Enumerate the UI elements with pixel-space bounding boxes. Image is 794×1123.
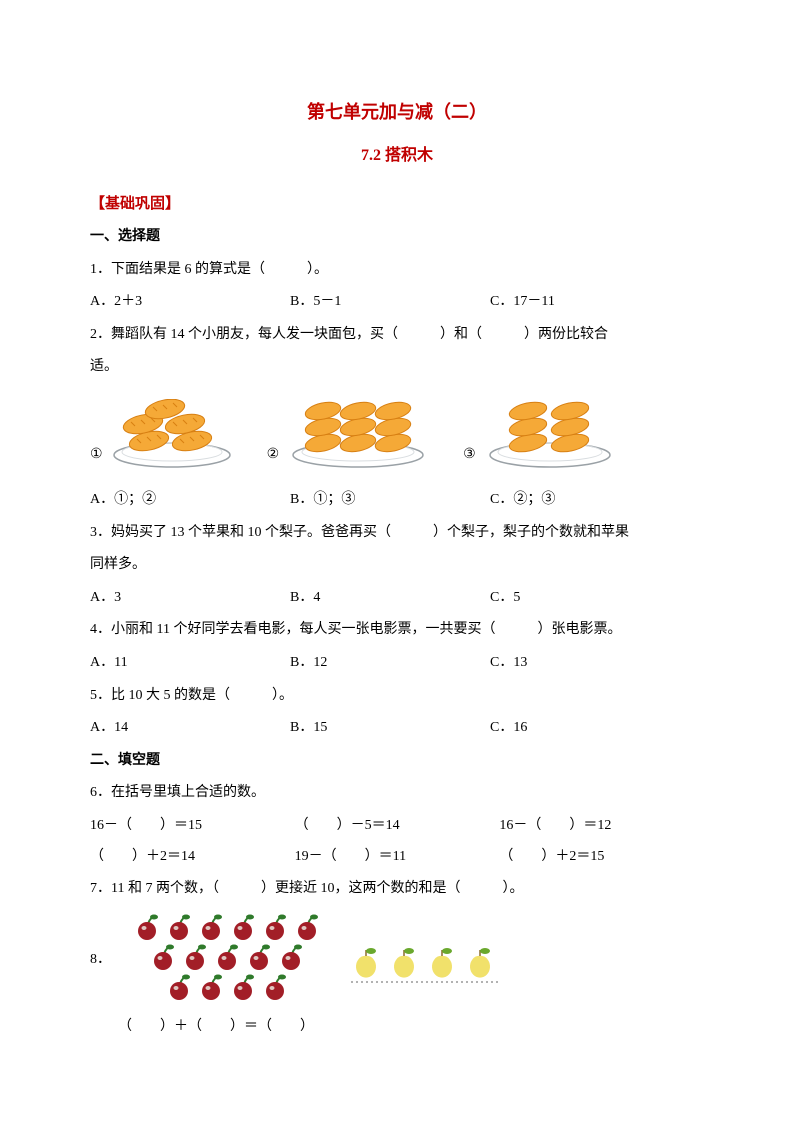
q2-choices: A．①；② B．①；③ C．②；③ — [90, 487, 704, 514]
q2-choice-b: B．①；③ — [290, 487, 490, 514]
q5-choice-c: C．16 — [490, 715, 690, 742]
q5-text: 5．比 10 大 5 的数是（ ）。 — [90, 683, 704, 710]
unit-title: 第七单元加与减（二） — [90, 95, 704, 129]
q3-text-line2: 同样多。 — [90, 552, 704, 579]
bread-options: ① — [90, 397, 704, 469]
q6-r2c3: （ ）＋2＝15 — [499, 844, 704, 871]
q4-choice-b: B．12 — [290, 650, 490, 677]
lesson-title: 7.2 搭积木 — [90, 141, 704, 171]
bread-option-2: ② — [267, 397, 434, 469]
q2-text-line2: 适。 — [90, 354, 704, 381]
yellow-apples-icon — [346, 930, 506, 990]
q1-choice-b: B．5－1 — [290, 289, 490, 316]
bread-plate-3-icon — [480, 399, 620, 469]
q3-choice-b: B．4 — [290, 585, 490, 612]
q6-r2c1: （ ）＋2＝14 — [90, 844, 295, 871]
q5-choices: A．14 B．15 C．16 — [90, 715, 704, 742]
q6-r1c3: 16－（ ）＝12 — [499, 813, 704, 840]
heading-choice: 一、选择题 — [90, 224, 704, 251]
q8-row: 8． — [90, 913, 704, 1008]
q6-row2: （ ）＋2＝14 19－（ ）＝11 （ ）＋2＝15 — [90, 844, 704, 871]
q4-text: 4．小丽和 11 个好同学去看电影，每人买一张电影票，一共要买（ ）张电影票。 — [90, 617, 704, 644]
q3-choice-c: C．5 — [490, 585, 690, 612]
bread-label-3: ③ — [463, 442, 476, 469]
q6-text: 6．在括号里填上合适的数。 — [90, 780, 704, 807]
q7-text: 7．11 和 7 两个数，（ ）更接近 10，这两个数的和是（ ）。 — [90, 876, 704, 903]
bread-option-3: ③ — [463, 399, 620, 469]
q3-text-line1: 3．妈妈买了 13 个苹果和 10 个梨子。爸爸再买（ ）个梨子，梨子的个数就和… — [90, 520, 704, 547]
q6-r1c2: （ ）－5＝14 — [295, 813, 500, 840]
q8-equation: （ ）＋（ ）＝（ ） — [118, 1014, 704, 1041]
bread-label-2: ② — [267, 442, 280, 469]
q5-choice-b: B．15 — [290, 715, 490, 742]
q2-choice-c: C．②；③ — [490, 487, 690, 514]
q1-choice-a: A．2＋3 — [90, 289, 290, 316]
q6-r1c1: 16－（ ）＝15 — [90, 813, 295, 840]
bread-option-1: ① — [90, 399, 237, 469]
q5-choice-a: A．14 — [90, 715, 290, 742]
bread-plate-1-icon — [107, 399, 237, 469]
q6-r2c2: 19－（ ）＝11 — [295, 844, 500, 871]
q2-text-line1: 2．舞蹈队有 14 个小朋友，每人发一块面包，买（ ）和（ ）两份比较合 — [90, 322, 704, 349]
q4-choice-a: A．11 — [90, 650, 290, 677]
q1-text: 1．下面结果是 6 的算式是（ ）。 — [90, 257, 704, 284]
q3-choices: A．3 B．4 C．5 — [90, 585, 704, 612]
page: 第七单元加与减（二） 7.2 搭积木 【基础巩固】 一、选择题 1．下面结果是 … — [0, 0, 794, 1106]
heading-fill: 二、填空题 — [90, 748, 704, 775]
q2-choice-a: A．①；② — [90, 487, 290, 514]
q3-choice-a: A．3 — [90, 585, 290, 612]
section-basic: 【基础巩固】 — [90, 190, 704, 219]
cherries-icon — [131, 913, 336, 1008]
q4-choices: A．11 B．12 C．13 — [90, 650, 704, 677]
q8-label: 8． — [90, 947, 111, 974]
q1-choices: A．2＋3 B．5－1 C．17－11 — [90, 289, 704, 316]
bread-label-1: ① — [90, 442, 103, 469]
q1-choice-c: C．17－11 — [490, 289, 690, 316]
q4-choice-c: C．13 — [490, 650, 690, 677]
q6-row1: 16－（ ）＝15 （ ）－5＝14 16－（ ）＝12 — [90, 813, 704, 840]
bread-plate-2-icon — [283, 397, 433, 469]
